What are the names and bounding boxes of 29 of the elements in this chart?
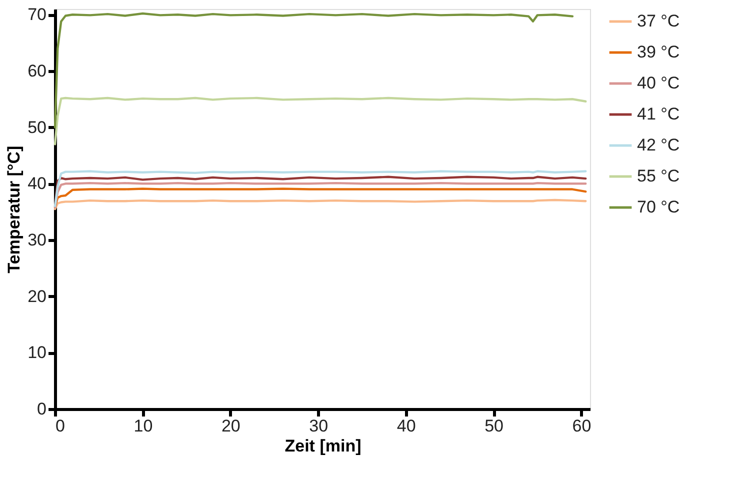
x-tick-label: 10 (134, 416, 153, 436)
y-tick-label: 0 (37, 400, 46, 418)
legend-label: 40 °C (637, 74, 680, 92)
x-tick-label: 50 (484, 416, 504, 436)
legend-label: 37 °C (637, 12, 680, 30)
legend-label: 41 °C (637, 104, 680, 124)
y-axis-title: Temperatur [°C] (4, 146, 24, 274)
line-series (54, 188, 587, 208)
line-series (54, 198, 587, 210)
y-tick-label: 50 (28, 118, 46, 137)
legend-label: 55 °C (637, 166, 680, 186)
y-tick-label: 10 (28, 343, 46, 362)
x-tick-label: 40 (396, 416, 416, 436)
x-tick-label: 30 (309, 416, 328, 436)
x-axis-title: Zeit [min] (284, 436, 362, 456)
y-tick-label: 60 (28, 61, 46, 80)
line-series (54, 12, 574, 128)
x-tick-label: 20 (221, 416, 240, 436)
y-tick-label: 20 (28, 286, 46, 306)
y-tick-label: 30 (28, 230, 46, 250)
y-tick-label: 70 (28, 5, 46, 24)
y-tick-label: 40 (28, 174, 46, 194)
legend-label: 42 °C (637, 136, 680, 154)
legend-label: 70 °C (637, 198, 680, 216)
line-series (54, 182, 587, 208)
legend-label: 39 °C (637, 42, 680, 62)
x-tick-label: 60 (572, 416, 592, 436)
x-tick-label: 0 (56, 416, 65, 436)
line-series (54, 96, 587, 146)
